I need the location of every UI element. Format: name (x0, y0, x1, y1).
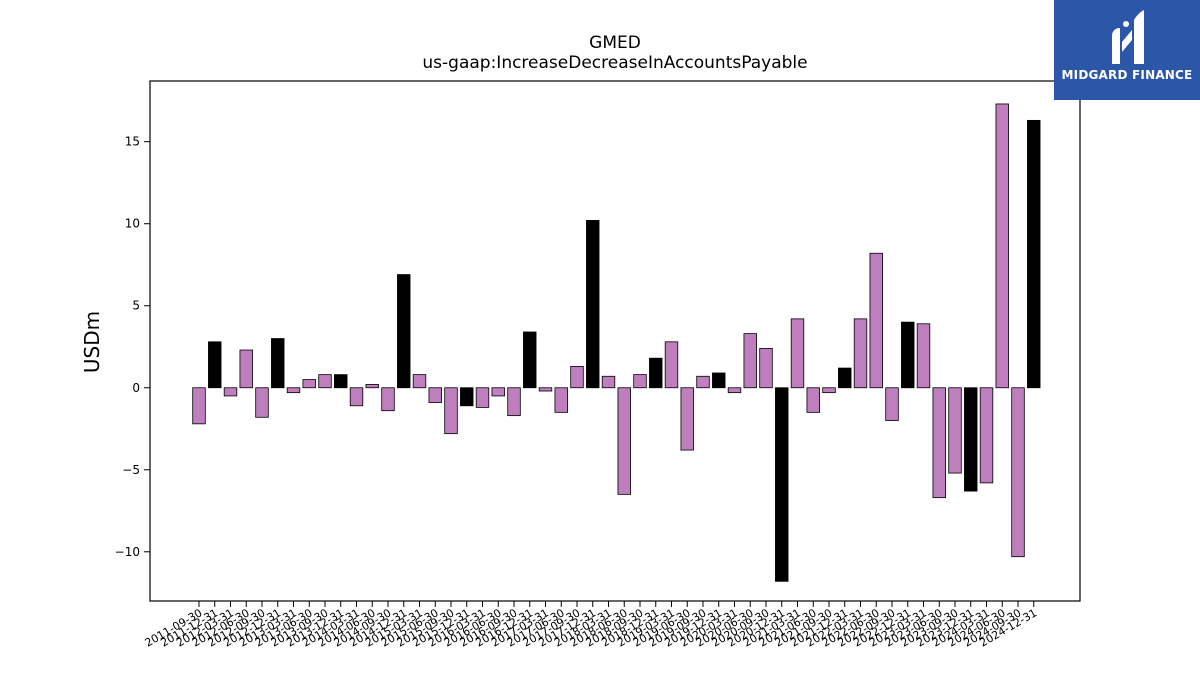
bar-2016-12-31 (523, 331, 537, 389)
bars-layer (192, 103, 1041, 582)
bar-2014-12-31 (397, 274, 411, 389)
midgard-finance-logo: MIDGARD FINANCE (1054, 0, 1200, 100)
bar-2023-06-30 (932, 387, 946, 499)
bar-2021-06-30 (806, 387, 820, 413)
plot-frame (149, 80, 1081, 602)
y-axis-label: USDm (80, 311, 104, 373)
bar-2020-03-31 (727, 387, 742, 394)
bar-2022-06-30 (869, 252, 883, 389)
bar-2021-09-30 (822, 387, 836, 394)
bar-2017-06-30 (554, 387, 568, 413)
bar-2014-03-31 (349, 387, 364, 407)
bar-2020-06-30 (743, 333, 757, 389)
bar-2016-03-31 (475, 387, 490, 408)
bar-2019-09-30 (696, 375, 710, 389)
bar-2024-03-31 (979, 387, 994, 484)
y-tick-label: 10 (125, 217, 140, 231)
y-axis: −10 −5 0 5 10 15 (115, 135, 150, 559)
bar-2021-12-31 (838, 367, 852, 389)
bar-2012-09-30 (255, 387, 269, 418)
y-tick-label: 5 (132, 299, 140, 313)
bar-2015-06-30 (428, 387, 442, 403)
bar-2023-03-31 (916, 323, 931, 389)
y-tick-label: −10 (115, 545, 140, 559)
bar-2024-09-30 (1011, 387, 1025, 558)
chart-title: GMED (589, 33, 641, 53)
bar-2018-06-30 (617, 387, 631, 495)
x-axis: 2011-09-302011-12-312012-03-312012-06-30… (143, 601, 1039, 650)
bar-2012-06-30 (239, 349, 253, 389)
bar-2018-03-31 (601, 375, 616, 389)
bar-2015-12-31 (460, 387, 474, 407)
bar-2016-09-30 (507, 387, 521, 417)
y-tick-label: 0 (132, 381, 140, 395)
bar-2013-12-31 (334, 374, 348, 389)
bar-2024-12-31 (1027, 119, 1041, 389)
bar-2012-03-31 (223, 387, 238, 397)
bar-2024-06-30 (995, 103, 1009, 389)
bar-2020-09-30 (759, 347, 773, 389)
bar-2016-06-30 (491, 387, 505, 397)
bar-2013-09-30 (318, 374, 332, 389)
bar-2019-12-31 (712, 372, 726, 389)
bar-2022-09-30 (885, 387, 899, 421)
bar-2023-09-30 (948, 387, 962, 474)
logo-text: MIDGARD FINANCE (1061, 68, 1193, 82)
bar-2018-12-31 (649, 357, 663, 389)
bar-2022-12-31 (901, 321, 915, 389)
bar-2017-03-31 (538, 387, 553, 392)
bar-2021-03-31 (790, 318, 805, 389)
bar-2011-09-30 (192, 387, 206, 425)
bar-2020-12-31 (775, 387, 789, 582)
bar-2012-12-31 (271, 338, 285, 389)
bar-2019-06-30 (680, 387, 694, 451)
bar-2014-06-30 (365, 384, 379, 389)
bar-2017-12-31 (586, 220, 600, 389)
bar-2013-03-31 (286, 387, 301, 394)
midgard-logo-icon (1112, 10, 1144, 64)
bar-2015-09-30 (444, 387, 458, 435)
bar-2015-03-31 (412, 374, 427, 389)
bar-2014-09-30 (381, 387, 395, 412)
bar-2011-12-31 (208, 341, 222, 389)
chart-subtitle: us-gaap:IncreaseDecreaseInAccountsPayabl… (422, 53, 808, 73)
bar-2018-09-30 (633, 374, 647, 389)
bar-2017-09-30 (570, 366, 584, 389)
bar-2022-03-31 (853, 318, 868, 389)
y-tick-label: 15 (125, 135, 140, 149)
bar-2023-12-31 (964, 387, 978, 492)
bar-2019-03-31 (664, 341, 679, 389)
y-tick-label: −5 (122, 463, 140, 477)
bar-2013-06-30 (302, 379, 316, 389)
